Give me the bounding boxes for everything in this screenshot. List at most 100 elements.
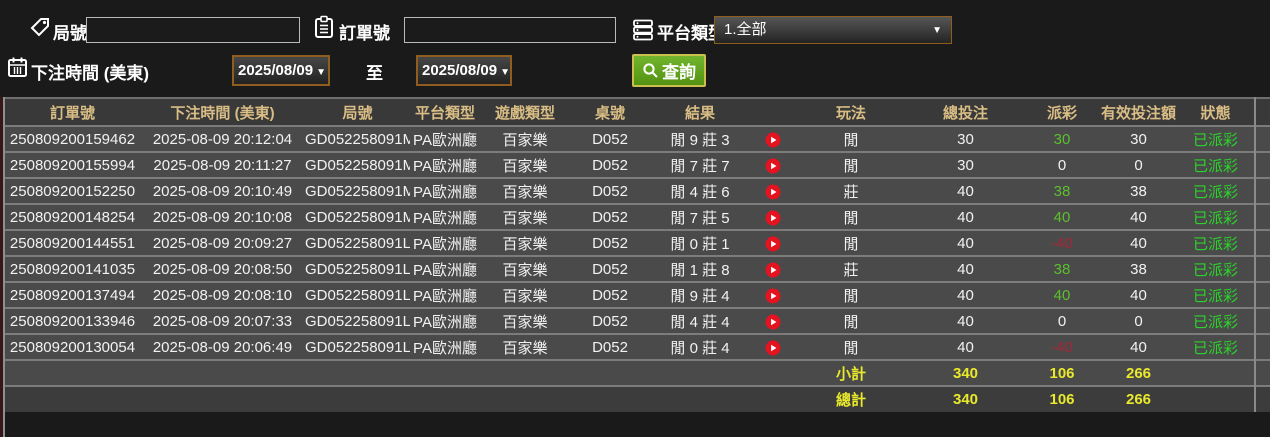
table-row: 250809200137494 2025-08-09 20:08:10 GD05… — [5, 281, 1270, 308]
cell-status: 已派彩 — [1177, 125, 1255, 152]
platform-selected-value: 1.全部 — [724, 21, 767, 38]
subtotal-row: 小計 340 106 266 — [5, 359, 1270, 386]
date-to-button[interactable]: 2025/08/09 ▼ — [416, 55, 512, 86]
cell-round-no: GD052258091M3 — [305, 125, 410, 152]
table-header-row: 訂單號 下注時間 (美東) 局號 平台類型 遊戲類型 桌號 結果 玩法 總投注 … — [5, 98, 1270, 126]
cell-bet-time: 2025-08-09 20:10:08 — [140, 203, 305, 230]
cell-play-type: 閒 — [795, 307, 907, 334]
cell-bet-time: 2025-08-09 20:10:49 — [140, 177, 305, 204]
cell-result: 閒 4 莊 6 — [650, 177, 750, 204]
bet-records-table: 訂單號 下注時間 (美東) 局號 平台類型 遊戲類型 桌號 結果 玩法 總投注 … — [5, 97, 1270, 412]
cell-payout: 40 — [1024, 203, 1100, 230]
cell-play-type: 莊 — [795, 177, 907, 204]
cell-round-no: GD052258091LW — [305, 307, 410, 334]
cell-status: 已派彩 — [1177, 177, 1255, 204]
cell-valid-bet: 38 — [1100, 177, 1177, 204]
total-status-empty — [1177, 385, 1255, 412]
subtotal-cutoff — [1254, 359, 1270, 386]
query-button-label: 查詢 — [662, 63, 696, 82]
replay-play-icon[interactable] — [765, 132, 781, 148]
cell-total-bet: 40 — [907, 177, 1024, 204]
cell-status: 已派彩 — [1177, 281, 1255, 308]
cell-order-no: 250809200130054 — [5, 333, 140, 360]
cell-valid-bet: 30 — [1100, 125, 1177, 152]
replay-play-icon[interactable] — [765, 288, 781, 304]
cell-platform: PA歐洲廳 — [410, 229, 480, 256]
cell-result: 閒 9 莊 3 — [650, 125, 750, 152]
cell-game-type: 百家樂 — [480, 229, 570, 256]
cell-total-bet: 40 — [907, 307, 1024, 334]
header-total-bet: 總投注 — [907, 98, 1024, 126]
total-label: 總計 — [795, 385, 907, 412]
table-row: 250809200152250 2025-08-09 20:10:49 GD05… — [5, 177, 1270, 204]
replay-play-icon[interactable] — [765, 184, 781, 200]
total-spacer — [5, 385, 795, 412]
platform-select[interactable]: 1.全部 ▼ — [714, 16, 952, 44]
header-play-type: 玩法 — [795, 98, 907, 126]
chevron-down-icon: ▼ — [500, 67, 510, 78]
replay-play-icon[interactable] — [765, 236, 781, 252]
query-button[interactable]: 查詢 — [632, 54, 706, 87]
cell-round-no: GD052258091LY — [305, 255, 410, 282]
subtotal-spacer — [5, 359, 795, 386]
cell-cutoff — [1254, 255, 1270, 282]
cell-bet-time: 2025-08-09 20:06:49 — [140, 333, 305, 360]
cell-play-type: 閒 — [795, 125, 907, 152]
cell-bet-time: 2025-08-09 20:07:33 — [140, 307, 305, 334]
cell-cutoff — [1254, 307, 1270, 334]
header-cutoff — [1254, 98, 1270, 126]
cell-replay — [750, 307, 795, 334]
cell-order-no: 250809200137494 — [5, 281, 140, 308]
cell-status: 已派彩 — [1177, 333, 1255, 360]
cell-order-no: 250809200148254 — [5, 203, 140, 230]
clipboard-icon — [315, 15, 333, 38]
cell-status: 已派彩 — [1177, 229, 1255, 256]
replay-play-icon[interactable] — [765, 314, 781, 330]
cell-play-type: 閒 — [795, 281, 907, 308]
cell-platform: PA歐洲廳 — [410, 255, 480, 282]
cell-table-no: D052 — [570, 229, 650, 256]
cell-payout: 30 — [1024, 125, 1100, 152]
total-bet: 340 — [907, 385, 1024, 412]
replay-play-icon[interactable] — [765, 158, 781, 174]
header-result: 結果 — [650, 98, 750, 126]
to-label: 至 — [366, 64, 383, 83]
table-row: 250809200148254 2025-08-09 20:10:08 GD05… — [5, 203, 1270, 230]
header-table-no: 桌號 — [570, 98, 650, 126]
cell-replay — [750, 333, 795, 360]
order-input[interactable] — [404, 17, 616, 43]
table-row: 250809200144551 2025-08-09 20:09:27 GD05… — [5, 229, 1270, 256]
cell-play-type: 閒 — [795, 203, 907, 230]
cell-status: 已派彩 — [1177, 151, 1255, 178]
cell-cutoff — [1254, 333, 1270, 360]
cell-game-type: 百家樂 — [480, 151, 570, 178]
replay-play-icon[interactable] — [765, 210, 781, 226]
cell-table-no: D052 — [570, 307, 650, 334]
cell-game-type: 百家樂 — [480, 203, 570, 230]
cell-total-bet: 30 — [907, 151, 1024, 178]
replay-play-icon[interactable] — [765, 262, 781, 278]
platform-icon — [633, 19, 653, 41]
cell-game-type: 百家樂 — [480, 333, 570, 360]
round-input[interactable] — [86, 17, 300, 43]
cell-table-no: D052 — [570, 333, 650, 360]
cell-valid-bet: 40 — [1100, 281, 1177, 308]
cell-total-bet: 40 — [907, 281, 1024, 308]
subtotal-bet: 340 — [907, 359, 1024, 386]
header-game-type: 遊戲類型 — [480, 98, 570, 126]
cell-table-no: D052 — [570, 151, 650, 178]
header-bet-time: 下注時間 (美東) — [140, 98, 305, 126]
cell-valid-bet: 40 — [1100, 229, 1177, 256]
cell-play-type: 閒 — [795, 229, 907, 256]
cell-payout: 0 — [1024, 307, 1100, 334]
calendar-icon — [8, 57, 27, 77]
cell-total-bet: 30 — [907, 125, 1024, 152]
table-left-border — [3, 97, 5, 437]
subtotal-status-empty — [1177, 359, 1255, 386]
cell-game-type: 百家樂 — [480, 307, 570, 334]
replay-play-icon[interactable] — [765, 340, 781, 356]
cell-order-no: 250809200133946 — [5, 307, 140, 334]
date-from-button[interactable]: 2025/08/09 ▼ — [232, 55, 330, 86]
bet-time-label: 下注時間 (美東) — [31, 64, 150, 83]
subtotal-label: 小計 — [795, 359, 907, 386]
